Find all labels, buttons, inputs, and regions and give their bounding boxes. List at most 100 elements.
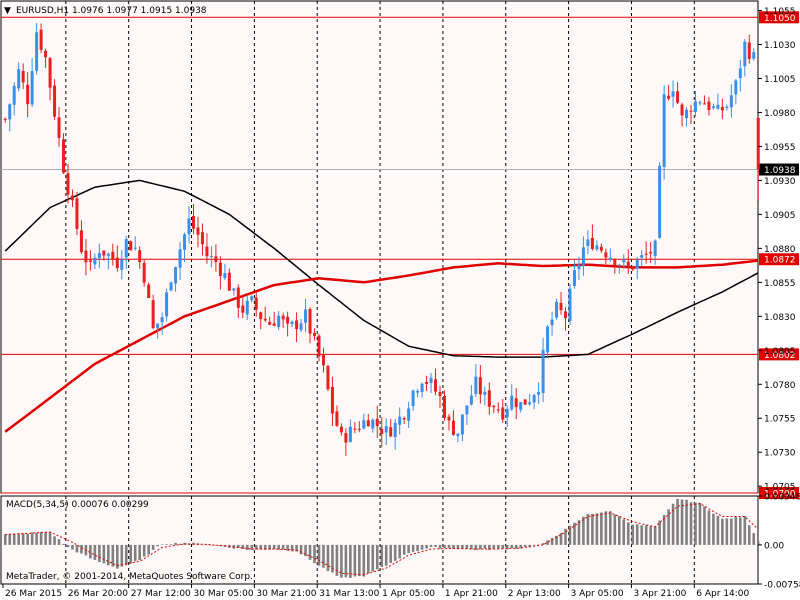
macd-histogram-bar [124, 544, 128, 566]
macd-pane[interactable]: 0.00948 0.00 -0.00758 MACD(5,34,5) 0.00076… [0, 493, 800, 591]
time-tick-label: 3 Apr 05:00 [571, 589, 624, 599]
macd-histogram-bar [402, 544, 406, 555]
bull-candle-body [97, 253, 101, 259]
bull-candle-body [586, 239, 590, 247]
macd-histogram-bar [26, 533, 29, 545]
bull-candle-body [577, 264, 581, 270]
macd-histogram-bar [35, 532, 38, 545]
macd-histogram-bar [470, 544, 473, 550]
macd-histogram-bar [591, 513, 594, 545]
price-tick-label: 1.1030 [764, 41, 796, 51]
bear-candle-body [599, 246, 603, 251]
macd-histogram-bar [281, 544, 285, 550]
macd-histogram-bar [39, 532, 43, 545]
macd-histogram-bar [120, 544, 124, 567]
macd-histogram-bar [649, 526, 652, 545]
bull-candle-body [223, 272, 227, 278]
bear-candle-body [196, 227, 200, 235]
macd-histogram-bar [138, 544, 142, 561]
macd-histogram-bar [89, 544, 92, 559]
macd-histogram-bar [510, 544, 514, 549]
bull-candle-body [725, 106, 729, 109]
macd-histogram-bar [129, 544, 133, 564]
bear-candle-body [236, 287, 240, 308]
time-tick-label: 1 Apr 05:00 [382, 589, 435, 599]
bear-candle-body [326, 365, 330, 390]
bull-candle-body [483, 391, 487, 395]
symbol-dropdown-icon[interactable]: ▼ [4, 6, 11, 16]
macd-histogram-bar [434, 544, 437, 547]
time-tick-label: 6 Apr 14:00 [696, 589, 749, 599]
chart-symbol-header: ▼ EURUSD,H1 1.0976 1.0977 1.0915 1.0938 [4, 6, 207, 16]
price-tick-label: 1.0930 [764, 177, 796, 187]
bear-candle-body [214, 256, 218, 262]
macd-histogram-bar [635, 524, 639, 545]
current-price-line: 1.0938 [1, 163, 799, 176]
macd-histogram-bar [685, 499, 688, 545]
bull-candle-body [532, 395, 536, 403]
macd-histogram-bar [66, 544, 70, 548]
macd-histogram-bar [488, 544, 491, 550]
bull-candle-body [640, 255, 644, 258]
price-pane-frame [0, 0, 759, 494]
macd-histogram-bar [640, 525, 644, 545]
bear-candle-body [402, 418, 406, 420]
bear-candle-body [496, 409, 500, 411]
bull-candle-body [662, 94, 666, 168]
bull-candle-body [465, 405, 469, 415]
macd-histogram-bar [653, 526, 657, 545]
bear-candle-body [129, 241, 133, 251]
macd-histogram-bar [317, 544, 321, 566]
macd-histogram-bar [658, 520, 661, 545]
bear-candle-body [295, 320, 299, 330]
time-tick-label: 3 Apr 21:00 [633, 589, 686, 599]
macd-histogram-bar [573, 522, 576, 545]
bear-candle-body [259, 312, 263, 320]
bear-candle-body [53, 85, 57, 117]
bear-candle-body [317, 335, 321, 357]
macd-histogram-bar [514, 544, 518, 549]
macd-histogram-bar [384, 544, 388, 566]
bear-candle-body [353, 428, 357, 430]
macd-tick-label: -0.00758 [764, 581, 800, 591]
bull-candle-body [685, 109, 689, 119]
time-tick-label: 26 Mar 2015 [5, 589, 62, 599]
macd-histogram-bar [299, 544, 303, 555]
price-tick-label: 1.0855 [764, 279, 796, 289]
bear-candle-body [75, 198, 79, 229]
macd-histogram-bar [739, 517, 742, 545]
macd-histogram-bar [600, 512, 603, 545]
bear-candle-body [111, 251, 115, 260]
time-tick-label: 30 Mar 21:00 [256, 589, 316, 599]
price-tick-label: 1.0780 [764, 381, 796, 391]
bull-candle-body [416, 391, 420, 393]
macd-histogram-bar [393, 544, 397, 561]
macd-histogram-bar [555, 535, 558, 545]
bear-candle-body [335, 411, 339, 426]
macd-histogram-bar [277, 544, 280, 550]
macd-histogram-bar [102, 544, 106, 564]
macd-histogram-bar [703, 506, 706, 545]
bear-candle-body [339, 426, 343, 433]
bull-candle-body [716, 104, 720, 109]
price-level-lines[interactable]: 1.1050 1.0872 1.0802 1.0700 [1, 11, 799, 500]
macd-histogram-bar [183, 542, 186, 545]
bull-candle-body [93, 257, 97, 265]
bull-candle-body [537, 391, 541, 395]
macd-histogram-bar [505, 544, 509, 550]
bear-candle-body [644, 253, 648, 255]
macd-histogram-bar [237, 544, 240, 549]
bull-candle-body [595, 245, 599, 250]
macd-histogram-bar [371, 544, 375, 572]
time-tick-label: 26 Mar 20:00 [68, 589, 128, 599]
macd-histogram-bar [586, 514, 590, 545]
price-tick-label: 1.1005 [764, 75, 796, 85]
bear-candle-body [272, 323, 276, 326]
bear-candle-body [492, 405, 496, 408]
macd-histogram-bar [662, 514, 666, 545]
bull-candle-body [752, 52, 756, 59]
bear-candle-body [308, 308, 312, 334]
current-price-tag [759, 163, 799, 176]
